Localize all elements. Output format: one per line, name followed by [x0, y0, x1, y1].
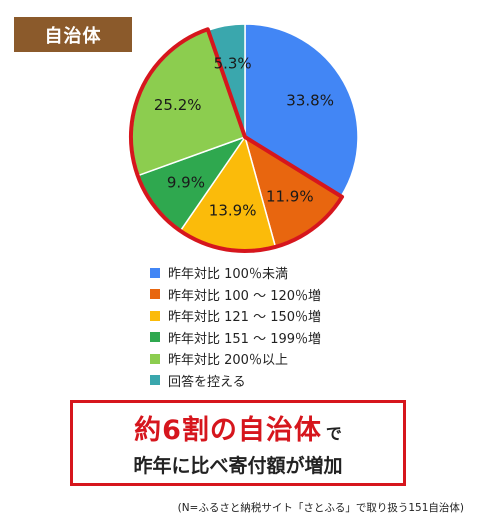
footnote: (N=ふるさと納税サイト「さとふる」で取り扱う151自治体)	[177, 502, 464, 514]
slice-label: 9.9%	[167, 174, 205, 192]
callout-subline: 昨年に比べ寄付額が増加	[133, 455, 343, 477]
slice-label: 25.2%	[154, 96, 202, 114]
legend-swatch	[150, 353, 160, 364]
legend-label: 昨年対比 151 ～ 199％増	[168, 331, 322, 347]
chart-legend: 昨年対比 100％未満 昨年対比 100 ～ 120％増 昨年対比 121 ～ …	[150, 262, 390, 391]
category-badge: 自治体	[14, 17, 132, 52]
legend-item: 昨年対比 121 ～ 150％増	[150, 305, 390, 327]
legend-item: 回答を控える	[150, 370, 390, 392]
summary-callout: 約6割の自治体 で 昨年に比べ寄付額が増加	[70, 400, 406, 486]
pie-chart: 33.8% 11.9% 13.9%9.9% 25.2% 5.3%	[129, 23, 359, 253]
legend-item: 昨年対比 151 ～ 199％増	[150, 327, 390, 349]
legend-label: 回答を控える	[168, 374, 246, 390]
slice-label: 5.3%	[214, 54, 252, 72]
legend-swatch	[150, 267, 160, 278]
callout-particle: で	[325, 424, 342, 443]
legend-swatch	[150, 375, 160, 386]
slice-label: 13.9%	[209, 202, 257, 220]
callout-line-1: 約6割の自治体 で	[134, 408, 342, 447]
legend-label: 昨年対比 100 ～ 120％増	[168, 288, 322, 304]
slice-label: 11.9%	[266, 188, 314, 206]
slice-label: 33.8%	[286, 92, 334, 110]
legend-label: 昨年対比 200％以上	[168, 353, 288, 369]
legend-swatch	[150, 289, 160, 300]
callout-headline: 約6割の自治体	[134, 415, 322, 446]
legend-item: 昨年対比 100 ～ 120％増	[150, 284, 390, 306]
legend-item: 昨年対比 100％未満	[150, 262, 390, 284]
legend-item: 昨年対比 200％以上	[150, 348, 390, 370]
legend-label: 昨年対比 100％未満	[168, 267, 288, 283]
highlight-outline	[129, 27, 345, 253]
legend-swatch	[150, 332, 160, 343]
legend-swatch	[150, 310, 160, 321]
legend-label: 昨年対比 121 ～ 150％増	[168, 310, 322, 326]
